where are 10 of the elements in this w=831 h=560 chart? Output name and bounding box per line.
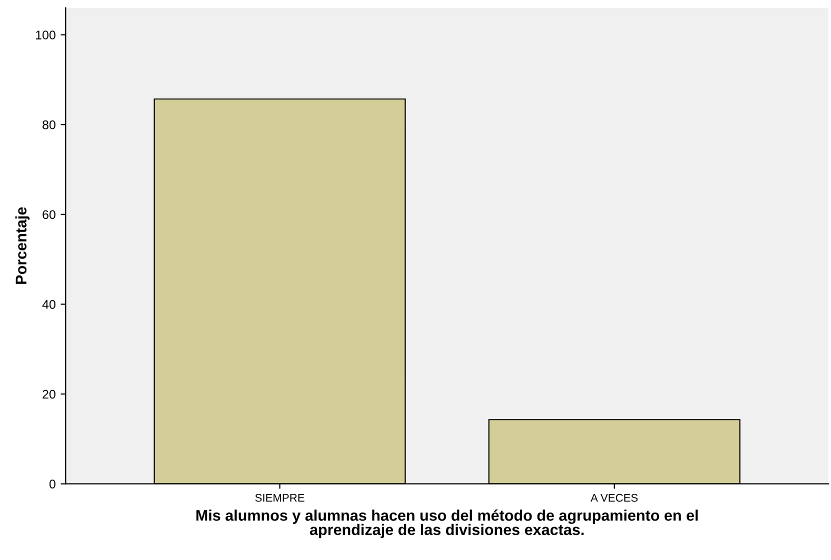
y-tick-label: 80 (42, 120, 56, 130)
y-tick-label: 60 (42, 210, 56, 220)
y-tick-label: 0 (49, 480, 56, 488)
y-axis-title: Porcentaje (15, 207, 30, 284)
x-tick-label: SIEMPRE (255, 494, 304, 502)
y-tick-label: 40 (42, 300, 56, 309)
y-tick-label: 100 (36, 30, 56, 40)
x-axis-title: Mis alumnos y alumnas hacen uso del método de agrupamiento en el aprendizaje de las divisiones exactas. (196, 509, 698, 538)
y-tick-label: 20 (42, 390, 56, 399)
x-tick-label: A VECES (590, 494, 638, 502)
